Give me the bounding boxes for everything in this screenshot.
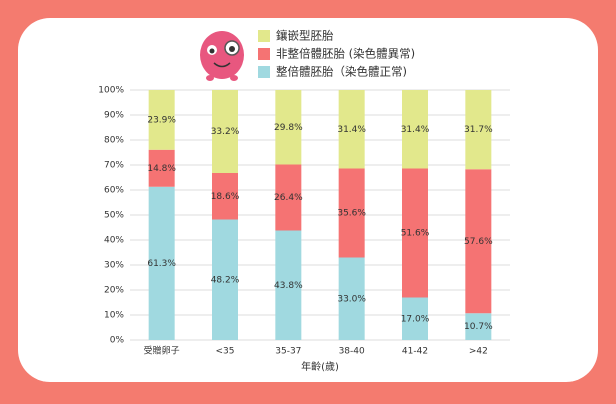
bar-segment (465, 90, 492, 170)
data-label: 43.8% (274, 281, 303, 291)
y-tick-label: 20% (104, 286, 124, 296)
data-label: 51.6% (401, 229, 430, 239)
bar-segment (338, 168, 365, 258)
data-label: 29.8% (274, 123, 303, 133)
x-tick-label: 受贈卵子 (144, 345, 180, 357)
bar-segment (402, 90, 428, 169)
bar-segment (465, 313, 492, 340)
y-tick-label: 10% (104, 311, 124, 321)
data-label: 10.7% (464, 322, 493, 332)
x-axis-label: 年齡(歲) (301, 360, 339, 373)
y-tick-label: 80% (104, 136, 124, 146)
bar-segment (338, 257, 365, 340)
bar-segment (212, 90, 238, 173)
data-label: 33.0% (337, 294, 366, 304)
bar-segment (148, 186, 175, 340)
legend-label: 整倍體胚胎（染色體正常) (276, 65, 407, 79)
mascot (200, 31, 244, 81)
y-tick-label: 60% (104, 186, 124, 196)
bar-segment (465, 169, 492, 314)
data-label: 31.4% (337, 125, 366, 135)
legend-swatch (258, 30, 270, 42)
bar-segment (212, 219, 238, 340)
data-label: 35.6% (337, 209, 366, 219)
data-label: 17.0% (401, 314, 430, 324)
bar-segment (402, 168, 428, 298)
legend-swatch (258, 48, 270, 60)
bar-segment (275, 230, 302, 340)
y-tick-label: 70% (104, 161, 124, 171)
data-label: 23.9% (147, 115, 176, 125)
y-tick-label: 40% (104, 236, 124, 246)
y-tick-label: 100% (98, 86, 124, 96)
data-label: 57.6% (464, 237, 493, 247)
x-tick-label: <35 (216, 347, 235, 357)
data-label: 48.2% (211, 275, 240, 285)
bar-segment (148, 149, 175, 187)
y-tick-label: 50% (104, 211, 124, 221)
legend-label: 非整倍體胚胎 (染色體異常) (276, 47, 415, 61)
legend-label: 鑲嵌型胚胎 (276, 29, 334, 43)
x-tick-label: 38-40 (339, 347, 365, 357)
data-label: 61.3% (147, 259, 176, 269)
x-tick-label: 35-37 (275, 347, 301, 357)
y-tick-label: 0% (110, 336, 125, 346)
data-label: 14.8% (147, 164, 176, 174)
legend-swatch (258, 66, 270, 78)
y-tick-label: 30% (104, 261, 124, 271)
x-tick-label: 41-42 (402, 347, 428, 357)
x-tick-label: >42 (469, 347, 488, 357)
bar-segment (275, 90, 302, 165)
bar-segment (275, 164, 302, 231)
y-tick-label: 90% (104, 111, 124, 121)
data-label: 18.6% (211, 192, 240, 202)
data-label: 31.4% (401, 125, 430, 135)
bar-segment (148, 90, 175, 150)
data-label: 31.7% (464, 125, 493, 135)
data-label: 26.4% (274, 193, 303, 203)
data-label: 33.2% (211, 127, 240, 137)
bar-segment (212, 173, 238, 220)
bar-segment (402, 297, 428, 340)
bar-segment (338, 90, 365, 169)
